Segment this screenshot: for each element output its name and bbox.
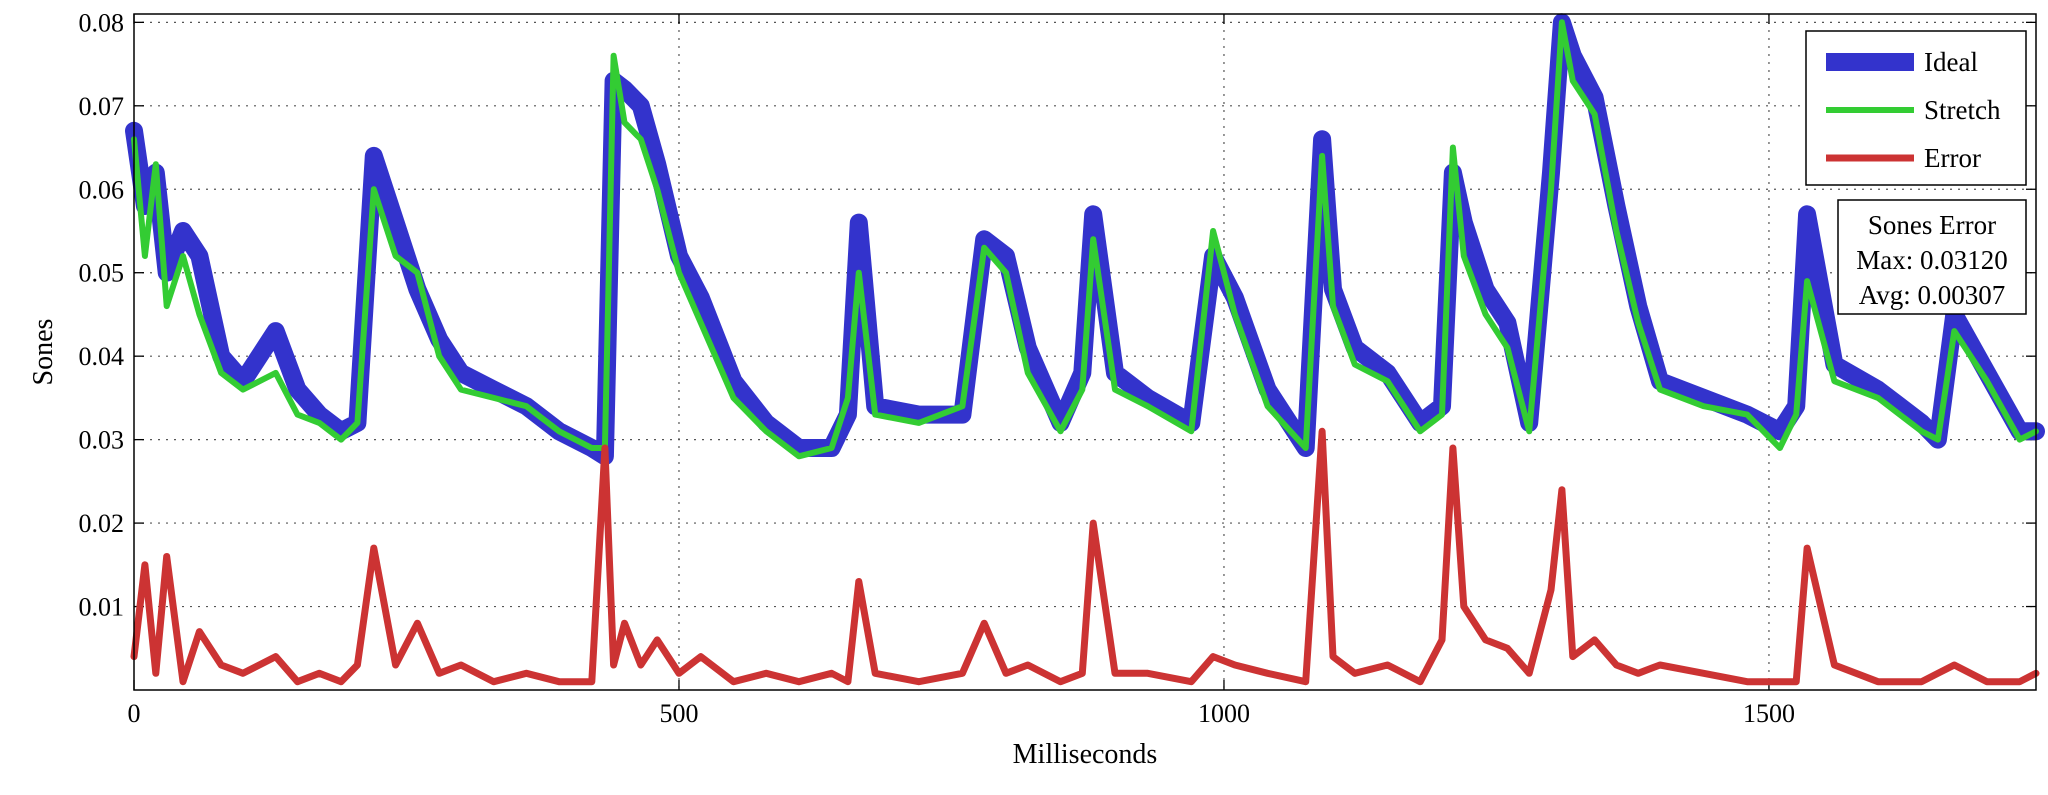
tick-labels: 0 500 1000 1500 0.01 0.02 0.03 0.04 0.05 0.06 0.07… (79, 8, 1795, 728)
stats-avg: Avg: 0.00307 (1859, 280, 2006, 310)
y-tick-label: 0.08 (79, 8, 125, 37)
series-lines (125, 13, 2045, 686)
y-tick-label: 0.04 (79, 342, 125, 371)
legend-label-error: Error (1924, 143, 1981, 173)
stretch-series-line (131, 19, 2039, 460)
stats-title: Sones Error (1868, 210, 1996, 240)
ideal-series-line (125, 13, 2045, 466)
stats-max: Max: 0.03120 (1856, 245, 2008, 275)
y-tick-label: 0.02 (79, 509, 125, 538)
legend: Ideal Stretch Error (1805, 30, 2027, 186)
y-tick-label: 0.01 (79, 593, 125, 622)
y-tick-label: 0.07 (79, 92, 125, 121)
y-tick-label: 0.05 (79, 259, 125, 288)
y-tick-label: 0.03 (79, 426, 125, 455)
legend-label-stretch: Stretch (1924, 95, 2001, 125)
error-stats-annotation: Sones Error Max: 0.03120 Avg: 0.00307 (1837, 199, 2027, 315)
plot-frame (133, 13, 2037, 691)
y-tick-label: 0.06 (79, 175, 125, 204)
grid (134, 14, 2036, 690)
stats-box (1837, 199, 2027, 315)
x-tick-label: 1500 (1743, 699, 1795, 728)
legend-label-ideal: Ideal (1924, 47, 1978, 77)
y-axis-label: Sones (28, 319, 59, 386)
error-series-line (130, 427, 2040, 686)
x-tick-label: 1000 (1198, 699, 1250, 728)
x-axis-label: Milliseconds (1013, 739, 1158, 770)
x-tick-label: 500 (659, 699, 698, 728)
x-tick-label: 0 (128, 699, 141, 728)
